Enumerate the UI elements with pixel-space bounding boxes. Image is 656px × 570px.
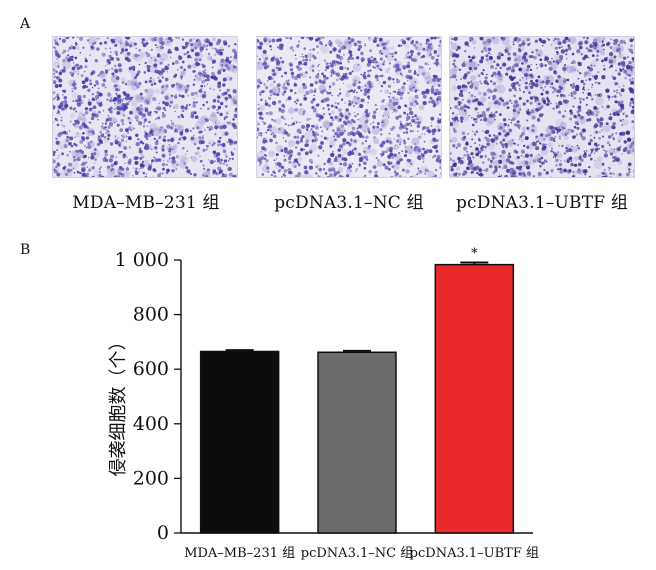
x-category-label: MDA–MB–231 组 — [184, 546, 295, 561]
x-category-label: pcDNA3.1–UBTF 组 — [410, 546, 539, 561]
significance-marker: * — [471, 246, 478, 261]
y-tick-label: 400 — [133, 413, 169, 435]
micrograph-mda-mb-231 — [52, 36, 238, 178]
micrograph-label-mda-mb-231: MDA–MB–231 组 — [72, 193, 220, 213]
error-bar — [225, 349, 254, 352]
micrograph-label-pcdna31-ubtf: pcDNA3.1–UBTF 组 — [455, 193, 629, 213]
y-tick-label: 0 — [157, 522, 169, 544]
y-axis-title: 侵袭细胞数（个） — [108, 333, 129, 477]
bar — [434, 263, 515, 534]
y-tick-label: 800 — [133, 304, 169, 326]
y-tick-label: 1 000 — [115, 249, 169, 271]
error-bar — [460, 261, 489, 265]
micrograph-pcdna31-ubtf — [449, 36, 635, 178]
panel-a-letter: A — [20, 16, 31, 32]
bar — [317, 351, 397, 534]
y-tick-label: 200 — [133, 467, 169, 489]
micrograph-pcdna31-nc — [256, 36, 442, 178]
x-category-label: pcDNA3.1–NC 组 — [301, 546, 413, 561]
panel-b-letter: B — [20, 242, 31, 258]
y-tick-label: 600 — [133, 358, 169, 380]
error-bar — [343, 349, 371, 353]
bar — [199, 350, 280, 534]
micrograph-label-pcdna31-nc: pcDNA3.1–NC 组 — [274, 193, 424, 213]
